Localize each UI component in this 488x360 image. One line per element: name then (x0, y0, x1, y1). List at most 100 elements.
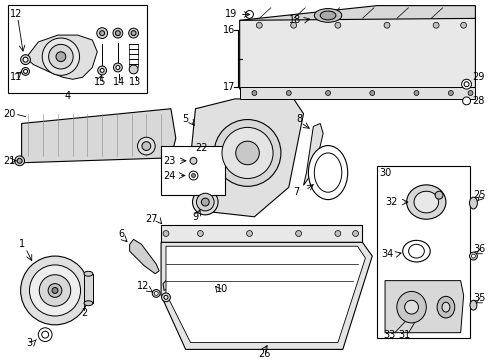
Text: 27: 27 (145, 214, 157, 224)
Text: 4: 4 (64, 91, 71, 101)
Ellipse shape (314, 153, 341, 192)
Ellipse shape (52, 288, 58, 293)
Text: 33: 33 (382, 330, 394, 340)
Ellipse shape (308, 145, 347, 199)
Text: 19: 19 (224, 9, 237, 19)
Polygon shape (165, 246, 365, 342)
Ellipse shape (352, 230, 358, 237)
Ellipse shape (295, 230, 301, 237)
Ellipse shape (469, 300, 476, 310)
Polygon shape (327, 8, 339, 18)
Ellipse shape (161, 293, 170, 302)
Polygon shape (21, 109, 176, 163)
Text: 8: 8 (296, 113, 302, 123)
Ellipse shape (468, 252, 476, 260)
Ellipse shape (20, 256, 89, 325)
Text: 3: 3 (26, 338, 33, 347)
Ellipse shape (325, 91, 330, 95)
Text: 20: 20 (3, 109, 16, 119)
Ellipse shape (21, 67, 29, 75)
Ellipse shape (196, 193, 214, 211)
Ellipse shape (467, 91, 472, 95)
Ellipse shape (191, 174, 195, 177)
Ellipse shape (154, 292, 158, 295)
Ellipse shape (142, 141, 150, 150)
Ellipse shape (406, 185, 445, 219)
Text: 17: 17 (222, 82, 235, 92)
Text: 32: 32 (385, 197, 397, 207)
Ellipse shape (23, 69, 27, 73)
Ellipse shape (84, 301, 93, 306)
Polygon shape (129, 239, 159, 274)
Ellipse shape (201, 198, 209, 206)
Text: 7: 7 (293, 187, 299, 197)
Text: 14: 14 (113, 77, 125, 87)
Ellipse shape (38, 328, 52, 342)
Ellipse shape (290, 22, 296, 28)
Polygon shape (25, 35, 97, 79)
Polygon shape (430, 8, 442, 18)
Bar (376, 166, 469, 338)
Text: 24: 24 (163, 171, 175, 180)
Ellipse shape (314, 9, 341, 22)
Polygon shape (384, 281, 463, 333)
Text: 18: 18 (288, 15, 300, 25)
Ellipse shape (97, 28, 107, 39)
Text: 30: 30 (378, 168, 390, 177)
Ellipse shape (116, 66, 120, 69)
Text: 12: 12 (9, 9, 22, 19)
Ellipse shape (256, 22, 262, 28)
Ellipse shape (163, 295, 167, 299)
Polygon shape (362, 8, 373, 18)
Ellipse shape (408, 244, 424, 258)
Ellipse shape (113, 63, 122, 72)
Ellipse shape (100, 68, 104, 72)
Ellipse shape (42, 38, 80, 75)
Ellipse shape (320, 11, 335, 20)
Ellipse shape (56, 52, 66, 62)
Ellipse shape (190, 157, 197, 164)
Ellipse shape (251, 91, 256, 95)
Ellipse shape (128, 28, 138, 38)
Bar (161, 225, 362, 242)
Polygon shape (239, 6, 474, 30)
Ellipse shape (402, 240, 429, 262)
Polygon shape (259, 8, 270, 18)
Ellipse shape (192, 189, 218, 215)
Polygon shape (161, 242, 371, 350)
Ellipse shape (48, 44, 73, 69)
Ellipse shape (152, 289, 160, 297)
Text: 16: 16 (222, 25, 235, 35)
Ellipse shape (434, 191, 442, 199)
Ellipse shape (222, 127, 272, 179)
Ellipse shape (29, 265, 81, 316)
Ellipse shape (432, 22, 438, 28)
Text: 28: 28 (471, 96, 484, 106)
Text: 2: 2 (81, 308, 87, 318)
Ellipse shape (286, 91, 291, 95)
Text: 34: 34 (380, 249, 392, 259)
Text: 35: 35 (472, 293, 485, 303)
Ellipse shape (404, 300, 418, 314)
Bar (84, 274, 93, 303)
Bar (161, 146, 224, 195)
Text: 22: 22 (195, 143, 207, 153)
Ellipse shape (462, 97, 469, 105)
Text: 25: 25 (472, 190, 485, 200)
Ellipse shape (113, 28, 122, 38)
Ellipse shape (48, 284, 62, 297)
Ellipse shape (98, 66, 106, 75)
Ellipse shape (396, 292, 426, 323)
Ellipse shape (470, 254, 474, 258)
Text: 29: 29 (471, 72, 484, 82)
Ellipse shape (334, 230, 340, 237)
Ellipse shape (39, 275, 71, 306)
Ellipse shape (460, 22, 466, 28)
Ellipse shape (197, 230, 203, 237)
Polygon shape (239, 18, 474, 94)
Ellipse shape (383, 22, 389, 28)
Ellipse shape (441, 302, 449, 312)
Ellipse shape (189, 171, 198, 180)
Text: 10: 10 (215, 284, 227, 294)
Ellipse shape (468, 197, 476, 209)
